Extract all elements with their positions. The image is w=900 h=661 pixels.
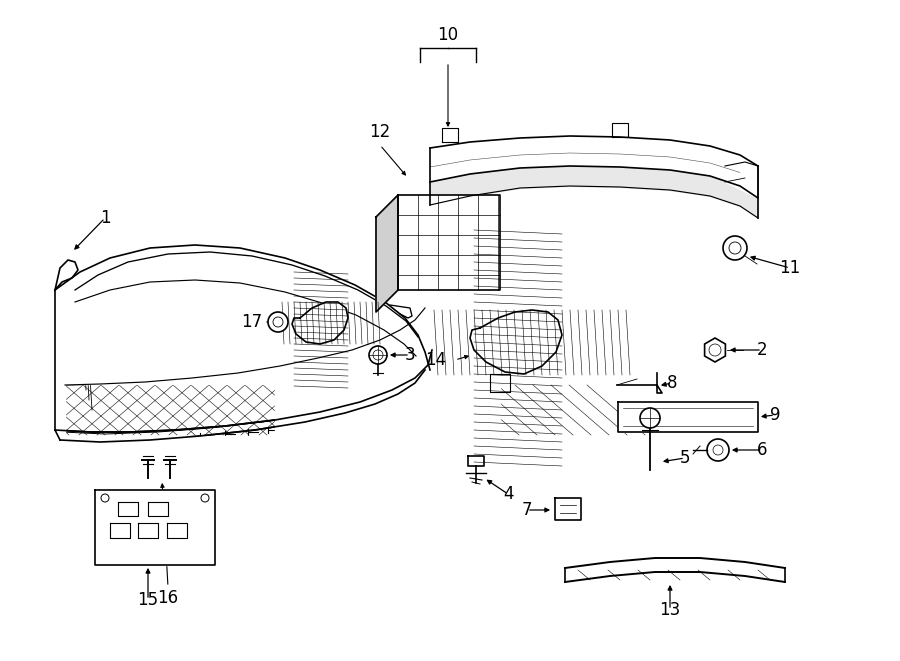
Text: 11: 11 <box>779 259 801 277</box>
Text: 9: 9 <box>770 406 780 424</box>
Polygon shape <box>565 558 785 582</box>
Text: 16: 16 <box>158 589 178 607</box>
Text: 12: 12 <box>369 123 391 141</box>
Polygon shape <box>725 166 758 198</box>
Circle shape <box>723 236 747 260</box>
Polygon shape <box>555 498 581 520</box>
Text: 10: 10 <box>437 26 459 44</box>
Polygon shape <box>0 380 65 440</box>
Polygon shape <box>470 310 562 374</box>
Text: 14: 14 <box>426 351 446 369</box>
Polygon shape <box>0 436 500 661</box>
Text: 13: 13 <box>660 601 680 619</box>
Polygon shape <box>705 338 725 362</box>
Polygon shape <box>95 490 215 565</box>
Text: 8: 8 <box>667 374 677 392</box>
Text: 7: 7 <box>522 501 532 519</box>
Circle shape <box>640 408 660 428</box>
Text: 2: 2 <box>757 341 768 359</box>
Text: 15: 15 <box>138 591 158 609</box>
Polygon shape <box>292 302 348 344</box>
Circle shape <box>369 346 387 364</box>
Polygon shape <box>618 402 758 432</box>
Polygon shape <box>376 195 398 312</box>
Text: 17: 17 <box>241 313 263 331</box>
Text: 5: 5 <box>680 449 690 467</box>
Polygon shape <box>275 380 500 440</box>
Circle shape <box>707 439 729 461</box>
Text: 3: 3 <box>405 346 415 364</box>
Polygon shape <box>0 0 500 384</box>
Circle shape <box>268 312 288 332</box>
Text: 4: 4 <box>503 485 513 503</box>
Polygon shape <box>398 195 500 290</box>
Text: 6: 6 <box>757 441 767 459</box>
Text: 1: 1 <box>100 209 111 227</box>
